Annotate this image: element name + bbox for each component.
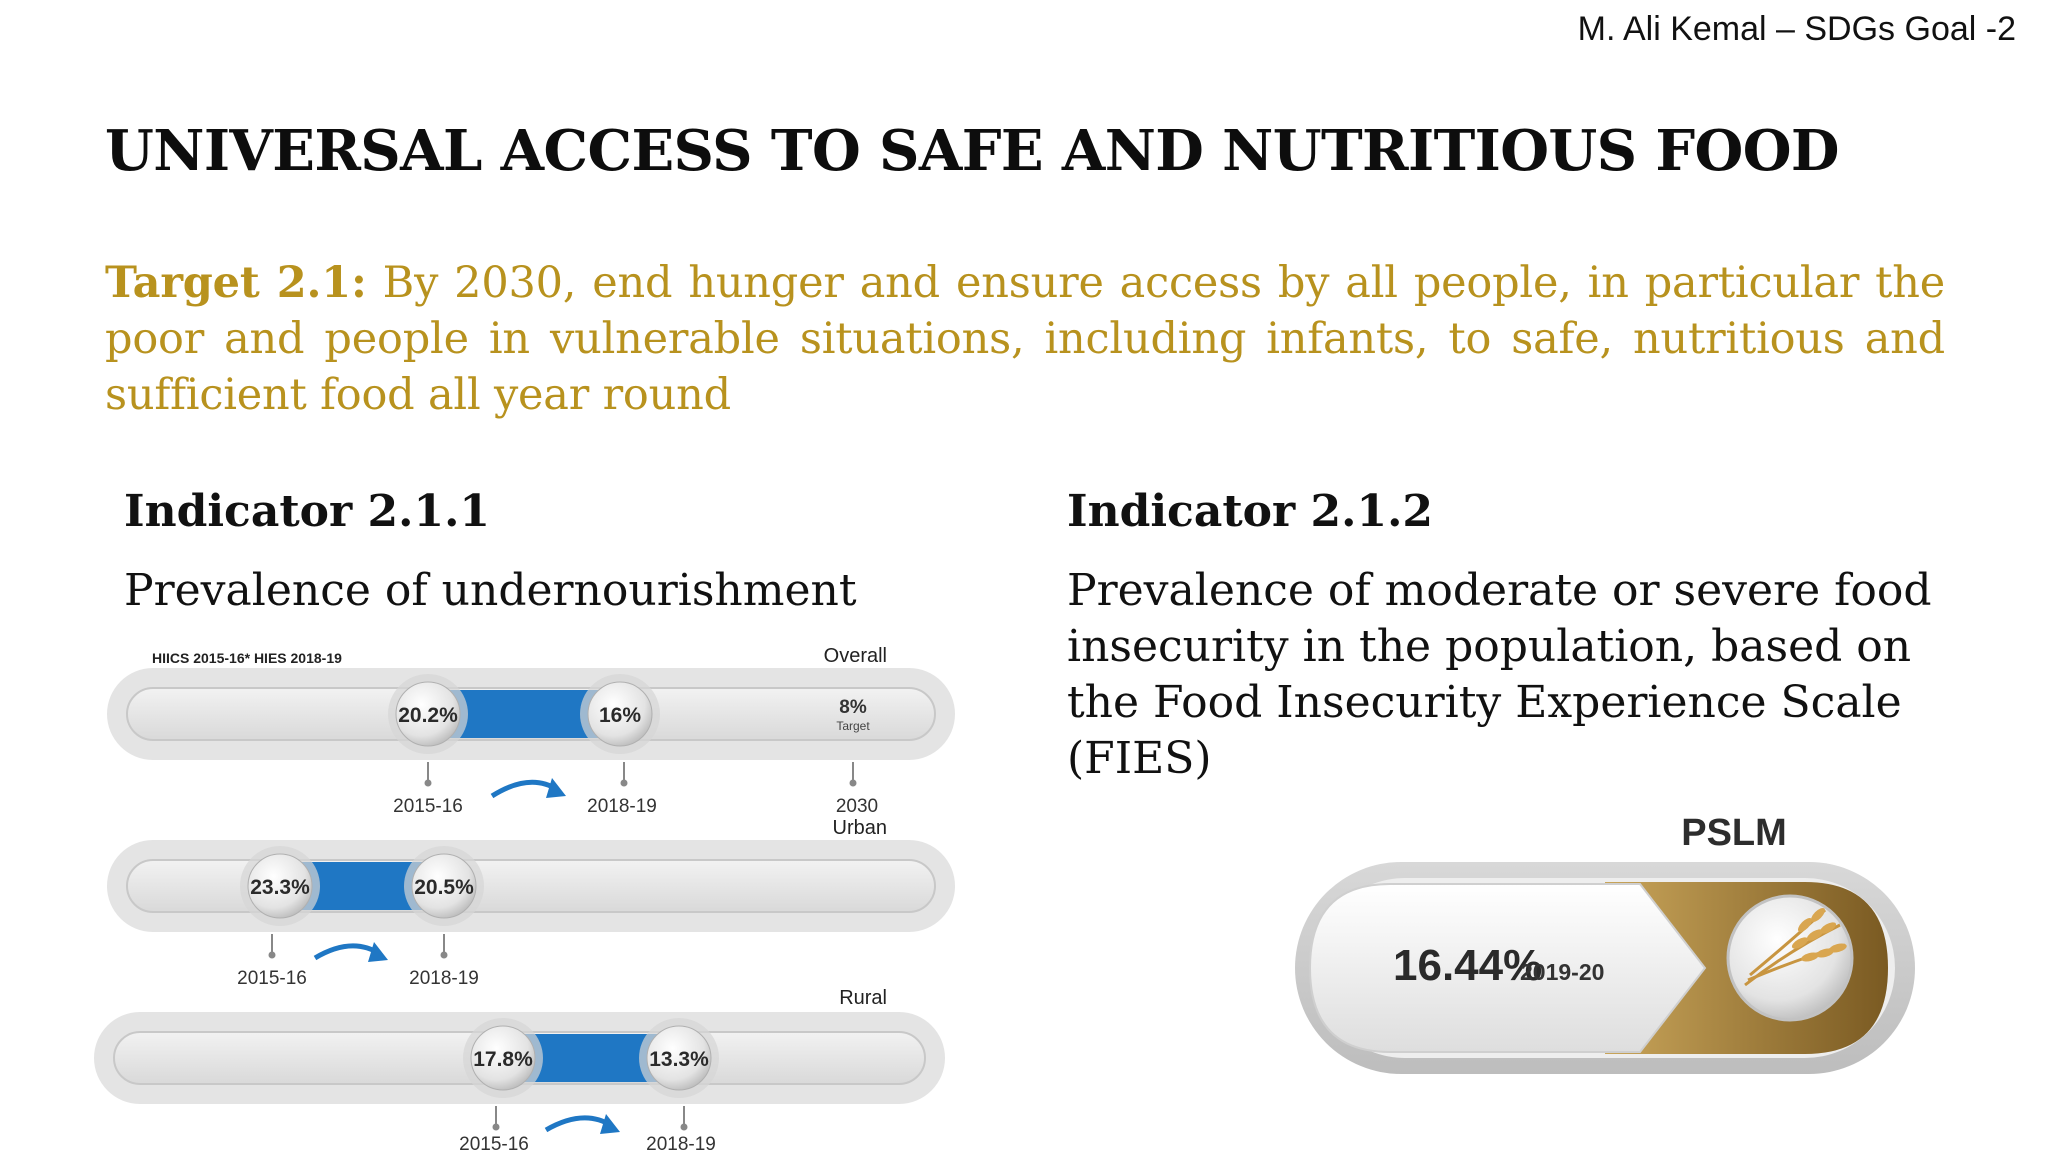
source-note: HIICS 2015-16* HIES 2018-19 — [152, 650, 342, 666]
overall-target-year: 2030 — [836, 796, 878, 817]
wheat-icon-badge — [1726, 894, 1854, 1022]
rural-tick-end-dot — [680, 1123, 688, 1131]
urban-year-end: 2018-19 — [409, 968, 479, 989]
pslm-value-panel — [1308, 883, 1707, 1053]
urban-year-start: 2015-16 — [237, 968, 307, 989]
overall-tick-start-dot — [424, 779, 432, 787]
overall-arrowhead-icon — [546, 778, 566, 798]
urban-group-label: Urban — [833, 817, 887, 839]
overall-start-value: 20.2% — [398, 704, 458, 727]
overall-target-value: 8% — [839, 697, 867, 718]
target-statement: Target 2.1: By 2030, end hunger and ensu… — [105, 255, 1945, 423]
rural-tick-start-dot — [492, 1123, 500, 1131]
overall-group-label: Overall — [824, 645, 887, 667]
target-label: Target 2.1: — [105, 258, 367, 308]
page-title: UNIVERSAL ACCESS TO SAFE AND NUTRITIOUS … — [105, 118, 1839, 184]
overall-end-marker — [587, 681, 653, 747]
overall-bar: Overall 20.2% 16% 8% Target 2015-16 2018… — [107, 645, 955, 817]
urban-end-value: 20.5% — [414, 876, 474, 899]
overall-year-start: 2015-16 — [393, 796, 463, 817]
overall-start-marker — [395, 681, 461, 747]
rural-end-marker — [646, 1025, 712, 1091]
urban-tick-start-dot — [268, 951, 276, 959]
indicator-1-description: Prevalence of undernourishment — [124, 565, 857, 616]
pslm-value: 16.44% — [1393, 941, 1542, 990]
rural-start-value: 17.8% — [473, 1048, 533, 1071]
indicator-2-description: Prevalence of moderate or severe food in… — [1067, 565, 1932, 784]
author-label: M. Ali Kemal – SDGs Goal -2 — [1577, 10, 2016, 48]
rural-group-label: Rural — [839, 987, 887, 1009]
wheat-icon — [1744, 908, 1847, 987]
overall-end-value: 16% — [599, 704, 641, 727]
overall-tick-end-dot — [620, 779, 628, 787]
urban-arrowhead-icon — [368, 942, 388, 962]
pslm-source-label: PSLM — [1681, 812, 1787, 854]
pslm-indicator: PSLM 16.44% 2019-20 — [1295, 812, 1915, 1074]
target-text: By 2030, end hunger and ensure access by… — [105, 258, 1946, 420]
indicator-1-label: Indicator 2.1.1 — [124, 486, 491, 537]
rural-arrowhead-icon — [600, 1114, 620, 1134]
overall-target-label: Target — [836, 719, 870, 733]
urban-bar: Urban 23.3% 20.5% 2015-16 2018-19 — [107, 817, 955, 989]
indicator-2-label: Indicator 2.1.2 — [1067, 486, 1434, 537]
urban-end-marker — [411, 853, 477, 919]
rural-year-start: 2015-16 — [459, 1134, 529, 1152]
urban-start-marker — [247, 853, 313, 919]
rural-end-value: 13.3% — [649, 1048, 709, 1071]
rural-bar: Rural 17.8% 13.3% 2015-16 2018-19 — [94, 987, 945, 1152]
urban-start-value: 23.3% — [250, 876, 310, 899]
pslm-year: 2019-20 — [1520, 959, 1604, 985]
rural-start-marker — [470, 1025, 536, 1091]
rural-year-end: 2018-19 — [646, 1134, 716, 1152]
overall-year-end: 2018-19 — [587, 796, 657, 817]
urban-tick-end-dot — [440, 951, 448, 959]
overall-tick-target-dot — [849, 779, 857, 787]
